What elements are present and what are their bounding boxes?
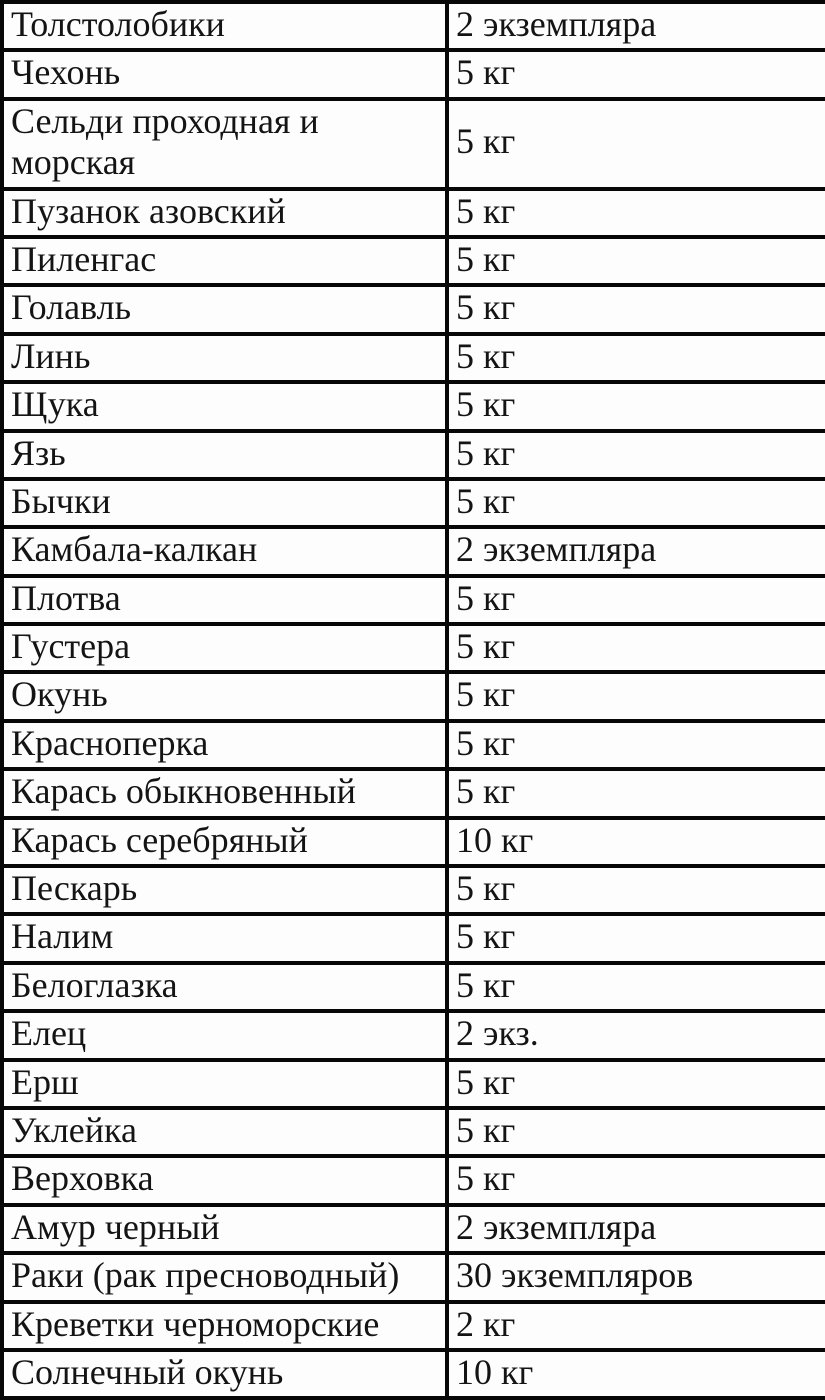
quantity-cell: 5 кг	[445, 1154, 825, 1207]
species-cell: Пузанок азовский	[0, 186, 449, 239]
quantity-cell: 5 кг	[445, 670, 825, 723]
table-row: Густера 5 кг	[0, 622, 825, 675]
species-cell: Красноперка	[0, 718, 449, 772]
quantity-cell: 5 кг	[445, 283, 825, 336]
quantity-cell: 5 кг	[445, 960, 825, 1014]
species-cell: Белоглазка	[0, 960, 449, 1014]
table-row: Уклейка 5 кг	[0, 1105, 825, 1159]
quantity-cell: 2 экземпляра	[445, 1202, 825, 1256]
quantity-cell: 5 кг	[445, 48, 825, 101]
table-row: Линь 5 кг	[0, 331, 825, 385]
table-row: Красноперка 5 кг	[0, 718, 825, 772]
species-cell: Карась обыкновенный	[0, 767, 449, 820]
table-row: Бычки 5 кг	[0, 476, 825, 530]
table-row: Карась серебряный 10 кг	[0, 815, 825, 869]
quantity-cell: 5 кг	[445, 234, 825, 288]
species-cell: Раки (рак пресноводный)	[0, 1251, 449, 1304]
quantity-cell: 5 кг	[445, 476, 825, 530]
quantity-cell: 2 экз.	[445, 1009, 825, 1062]
quantity-cell: 5 кг	[445, 331, 825, 385]
table-row: Окунь 5 кг	[0, 670, 825, 723]
quantity-cell: 5 кг	[445, 186, 825, 239]
table-row: Пиленгас 5 кг	[0, 234, 825, 288]
species-cell: Голавль	[0, 283, 449, 336]
table-row: Налим 5 кг	[0, 912, 825, 965]
species-cell: Язь	[0, 428, 449, 481]
table-row: Язь 5 кг	[0, 428, 825, 481]
species-cell: Сельди проходная и морская	[0, 96, 449, 191]
species-cell: Елец	[0, 1009, 449, 1062]
table-row: Белоглазка 5 кг	[0, 960, 825, 1014]
species-cell: Уклейка	[0, 1105, 449, 1159]
quantity-cell: 5 кг	[445, 622, 825, 675]
table-row: Щука 5 кг	[0, 380, 825, 433]
table-row: Креветки черноморские 2 кг	[0, 1299, 825, 1352]
species-cell: Чехонь	[0, 48, 449, 101]
quantity-cell: 5 кг	[445, 96, 825, 191]
table-row: Верховка 5 кг	[0, 1154, 825, 1207]
species-cell: Камбала-калкан	[0, 525, 449, 578]
species-cell: Верховка	[0, 1154, 449, 1207]
quantity-cell: 5 кг	[445, 380, 825, 433]
table-row: Амур черный 2 экземпляра	[0, 1202, 825, 1256]
quantity-cell: 10 кг	[445, 815, 825, 869]
species-cell: Ерш	[0, 1057, 449, 1111]
table-row: Пузанок азовский 5 кг	[0, 186, 825, 239]
quantity-cell: 5 кг	[445, 1105, 825, 1159]
quantity-cell: 30 экземпляров	[445, 1251, 825, 1304]
quantity-cell: 5 кг	[445, 864, 825, 917]
species-cell: Бычки	[0, 476, 449, 530]
table-row: Раки (рак пресноводный) 30 экземпляров	[0, 1251, 825, 1304]
quantity-cell: 5 кг	[445, 912, 825, 965]
table-row: Толстолобики 2 экземпляра	[0, 0, 825, 53]
table-row: Чехонь 5 кг	[0, 48, 825, 101]
species-cell: Линь	[0, 331, 449, 385]
species-cell: Густера	[0, 622, 449, 675]
species-cell: Окунь	[0, 670, 449, 723]
species-cell: Солнечный окунь	[0, 1347, 449, 1400]
species-cell: Щука	[0, 380, 449, 433]
quantity-cell: 2 экземпляра	[445, 0, 825, 53]
species-cell: Пескарь	[0, 864, 449, 917]
table-row: Сельди проходная и морская 5 кг	[0, 96, 825, 191]
table-row: Солнечный окунь 10 кг	[0, 1347, 825, 1400]
quantity-cell: 5 кг	[445, 718, 825, 772]
species-cell: Плотва	[0, 573, 449, 627]
species-cell: Креветки черноморские	[0, 1299, 449, 1352]
table-row: Ерш 5 кг	[0, 1057, 825, 1111]
quantity-cell: 2 экземпляра	[445, 525, 825, 578]
table-row: Пескарь 5 кг	[0, 864, 825, 917]
table-row: Карась обыкновенный 5 кг	[0, 767, 825, 820]
species-cell: Амур черный	[0, 1202, 449, 1256]
quantity-cell: 5 кг	[445, 428, 825, 481]
quantity-cell: 10 кг	[445, 1347, 825, 1400]
quantity-cell: 5 кг	[445, 1057, 825, 1111]
table-row: Елец 2 экз.	[0, 1009, 825, 1062]
quantity-cell: 5 кг	[445, 767, 825, 820]
species-cell: Толстолобики	[0, 0, 449, 53]
table-row: Голавль 5 кг	[0, 283, 825, 336]
species-cell: Пиленгас	[0, 234, 449, 288]
species-cell: Налим	[0, 912, 449, 965]
species-cell: Карась серебряный	[0, 815, 449, 869]
quantity-cell: 2 кг	[445, 1299, 825, 1352]
quantity-cell: 5 кг	[445, 573, 825, 627]
table-row: Камбала-калкан 2 экземпляра	[0, 525, 825, 578]
table-row: Плотва 5 кг	[0, 573, 825, 627]
